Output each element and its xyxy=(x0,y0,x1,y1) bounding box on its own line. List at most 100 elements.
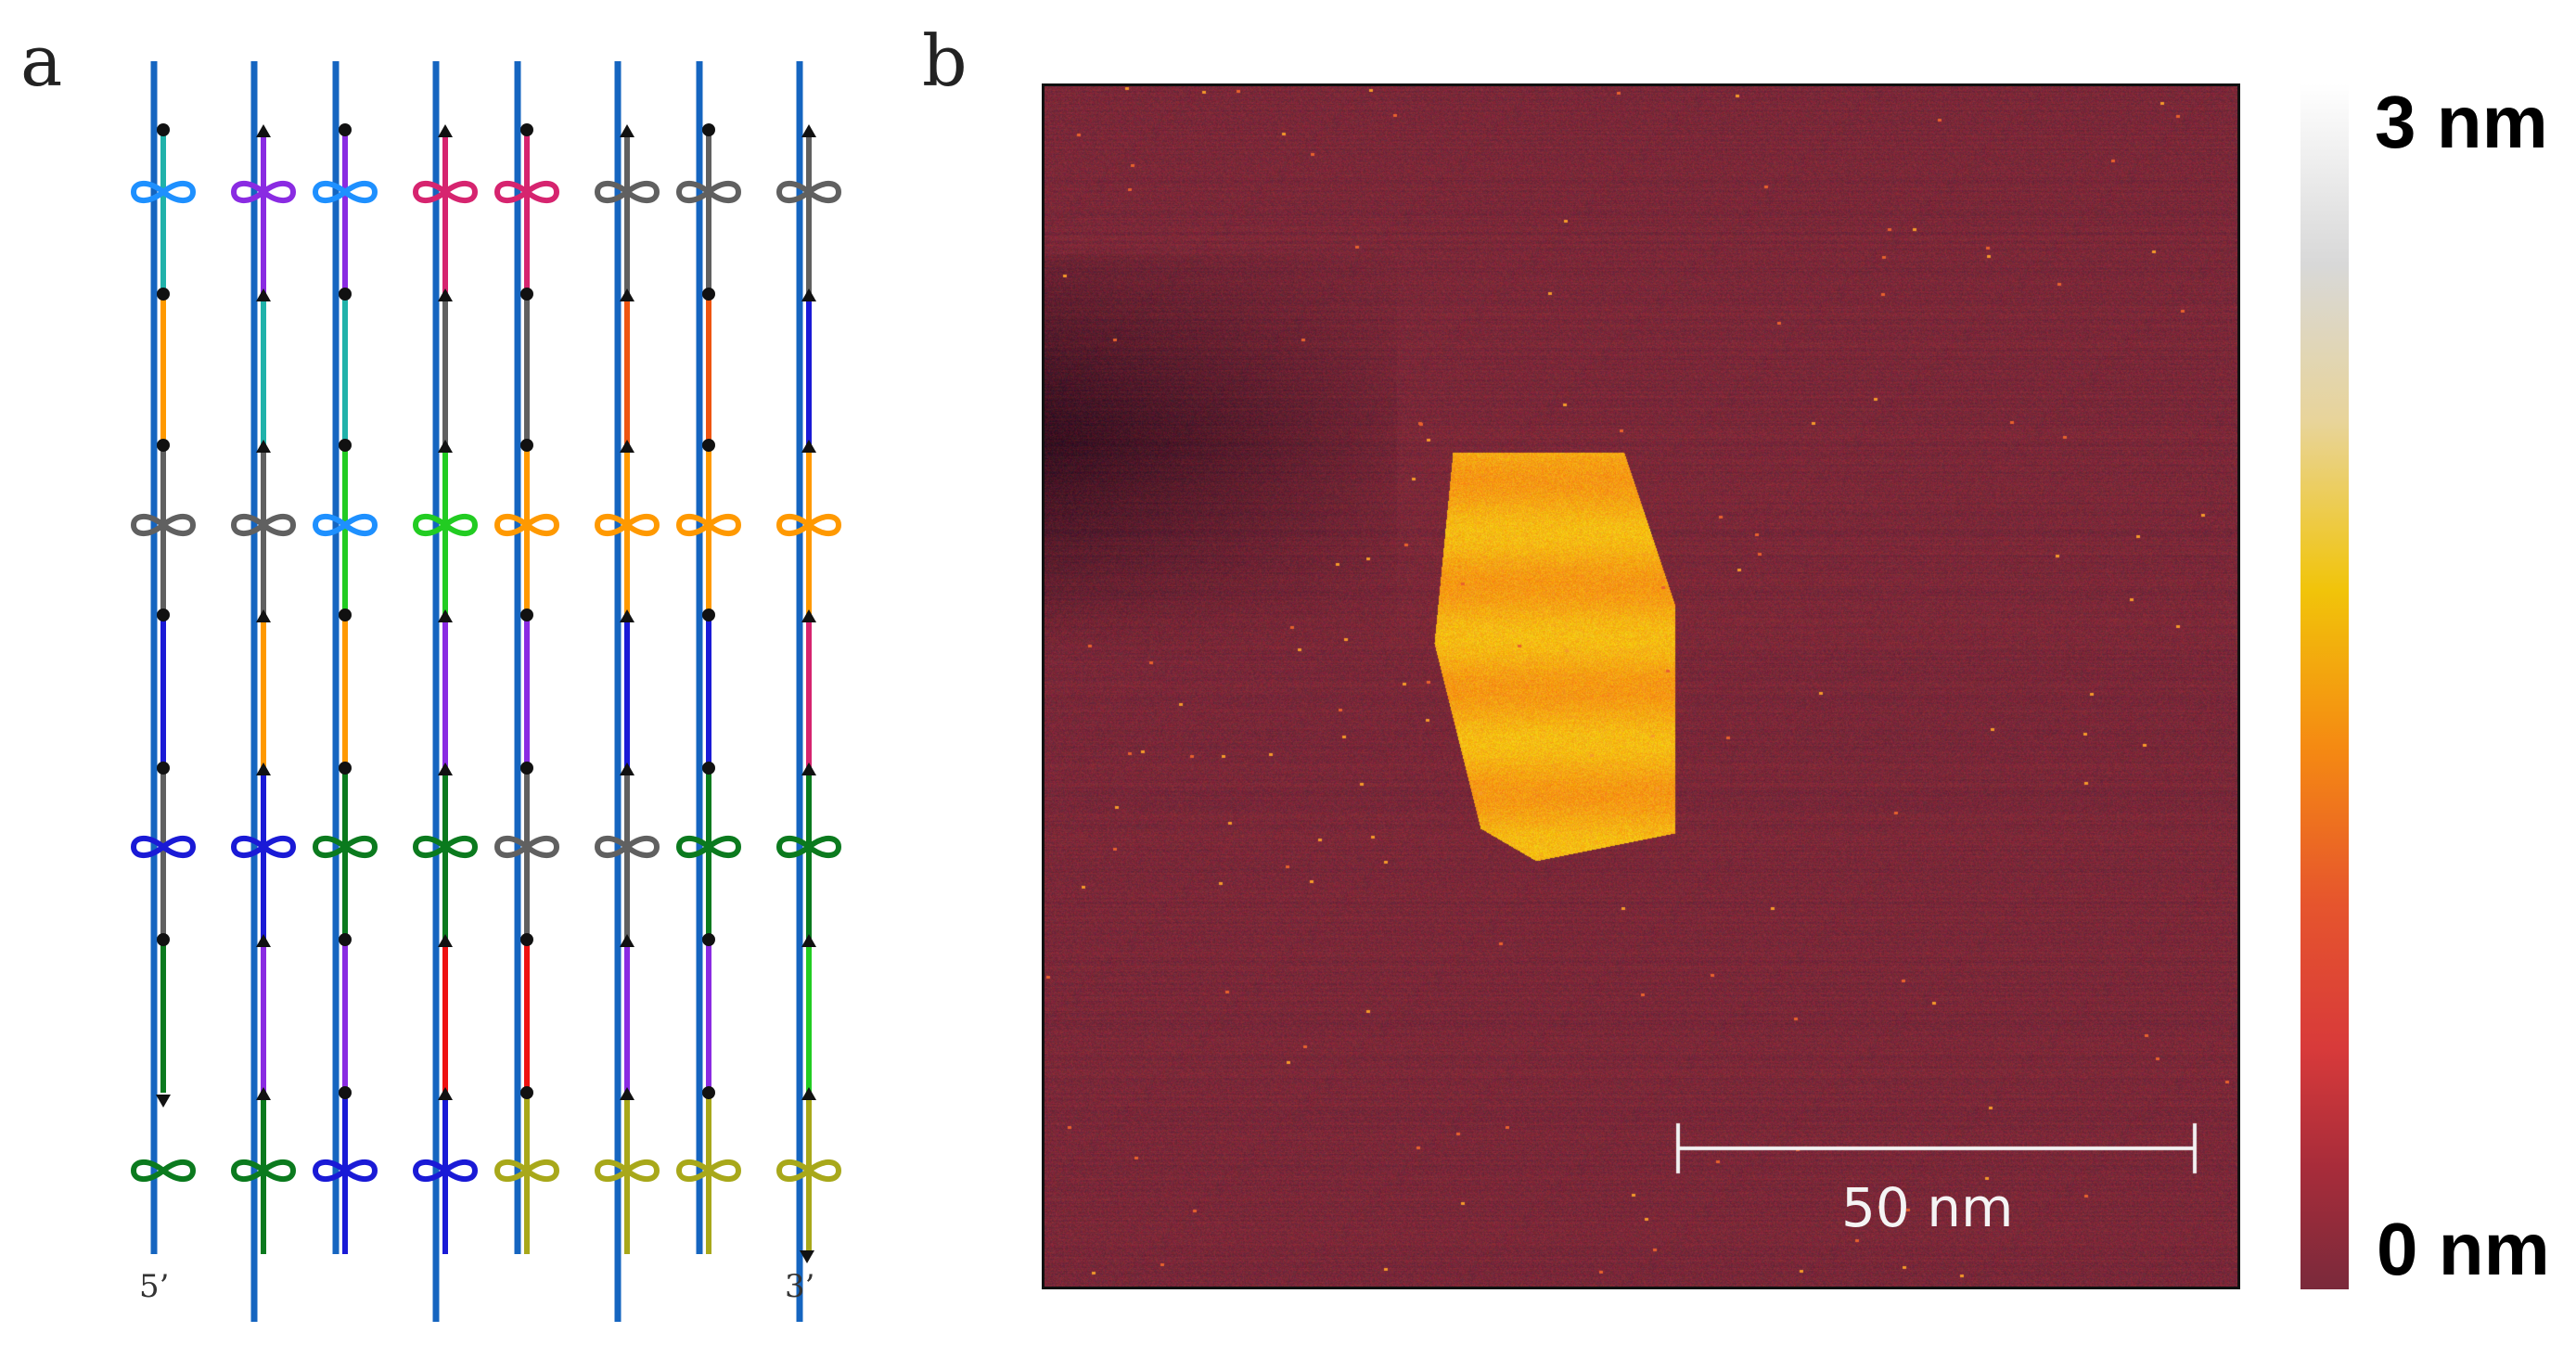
crossover-loop xyxy=(493,1159,560,1182)
staple-arrowhead xyxy=(801,440,816,453)
staple-5prime-dot xyxy=(702,608,715,621)
staple-5prime-dot xyxy=(157,933,170,946)
crossover-loop xyxy=(675,181,742,203)
staple-arrowhead xyxy=(438,1087,453,1100)
crossover-loop xyxy=(412,181,479,203)
crossover-loop xyxy=(312,1159,378,1182)
staple-arrowhead xyxy=(256,934,271,947)
staple-5prime-dot xyxy=(520,1086,533,1099)
strand-end-arrow xyxy=(800,1250,814,1263)
crossover-loop xyxy=(412,836,479,858)
crossover-loop xyxy=(493,181,560,203)
staple-arrowhead xyxy=(438,762,453,775)
staple-arrowhead xyxy=(438,288,453,301)
crossover-loop xyxy=(675,1159,742,1182)
staple-5prime-dot xyxy=(339,762,352,775)
staple-5prime-dot xyxy=(157,762,170,775)
five-prime-end-label: 5’ xyxy=(139,1268,169,1305)
colorbar-max-label: 3 nm xyxy=(2375,81,2548,163)
staple-arrowhead xyxy=(620,124,634,137)
crossover-loop xyxy=(493,836,560,858)
crossover-loop xyxy=(675,836,742,858)
staple-5prime-dot xyxy=(520,762,533,775)
crossover-loop xyxy=(493,514,560,536)
staple-5prime-dot xyxy=(339,1086,352,1099)
staple-arrowhead xyxy=(256,609,271,622)
crossover-loop xyxy=(130,836,197,858)
strand-end-arrow xyxy=(156,1095,171,1108)
staple-5prime-dot xyxy=(157,288,170,301)
staple-arrowhead xyxy=(620,609,634,622)
crossover-loop xyxy=(230,1159,297,1182)
staple-arrowhead xyxy=(620,762,634,775)
staple-5prime-dot xyxy=(702,288,715,301)
staple-5prime-dot xyxy=(520,288,533,301)
crossover-loop xyxy=(675,514,742,536)
staple-5prime-dot xyxy=(339,439,352,452)
staple-arrowhead xyxy=(438,609,453,622)
scale-bar-label: 50 nm xyxy=(1841,1176,2014,1239)
crossover-loop xyxy=(412,514,479,536)
staple-5prime-dot xyxy=(520,439,533,452)
staple-5prime-dot xyxy=(520,123,533,136)
staple-arrowhead xyxy=(620,934,634,947)
height-colorbar xyxy=(2300,83,2349,1289)
crossover-loop xyxy=(130,514,197,536)
crossover-loop xyxy=(230,514,297,536)
staple-arrowhead xyxy=(438,934,453,947)
crossover-loop xyxy=(594,1159,660,1182)
three-prime-end-label: 3’ xyxy=(785,1268,814,1305)
afm-height-image xyxy=(1044,86,2237,1287)
staple-arrowhead xyxy=(256,1087,271,1100)
staple-5prime-dot xyxy=(339,933,352,946)
crossover-loop xyxy=(312,514,378,536)
staple-5prime-dot xyxy=(520,608,533,621)
crossover-loop xyxy=(775,1159,842,1182)
crossover-loop xyxy=(230,836,297,858)
staple-5prime-dot xyxy=(702,1086,715,1099)
staple-5prime-dot xyxy=(702,123,715,136)
staple-arrowhead xyxy=(620,288,634,301)
afm-image-frame xyxy=(1042,83,2240,1289)
crossover-loop xyxy=(594,181,660,203)
staple-5prime-dot xyxy=(339,123,352,136)
panel-b-label: b xyxy=(922,19,968,102)
staple-5prime-dot xyxy=(339,608,352,621)
staple-arrowhead xyxy=(801,609,816,622)
staple-arrowhead xyxy=(256,288,271,301)
crossover-loop xyxy=(594,836,660,858)
staple-5prime-dot xyxy=(702,933,715,946)
staple-5prime-dot xyxy=(157,608,170,621)
staple-arrowhead xyxy=(801,1087,816,1100)
staple-arrowhead xyxy=(438,440,453,453)
staple-5prime-dot xyxy=(702,762,715,775)
crossover-loop xyxy=(775,181,842,203)
crossover-loop xyxy=(775,514,842,536)
crossover-loop xyxy=(594,514,660,536)
crossover-loop xyxy=(130,181,197,203)
staple-arrowhead xyxy=(801,288,816,301)
crossover-loop xyxy=(230,181,297,203)
staple-5prime-dot xyxy=(339,288,352,301)
staple-arrowhead xyxy=(256,762,271,775)
staple-arrowhead xyxy=(620,440,634,453)
colorbar-min-label: 0 nm xyxy=(2377,1208,2550,1290)
staple-5prime-dot xyxy=(157,439,170,452)
staple-arrowhead xyxy=(801,934,816,947)
dna-origami-strand-diagram: 5’ 3’ xyxy=(130,61,842,1322)
staple-arrowhead xyxy=(620,1087,634,1100)
panel-a-label: a xyxy=(20,19,63,102)
staple-arrowhead xyxy=(438,124,453,137)
staple-5prime-dot xyxy=(157,123,170,136)
staple-arrowhead xyxy=(256,124,271,137)
crossover-loop xyxy=(130,1159,197,1182)
staple-arrowhead xyxy=(256,440,271,453)
crossover-loop xyxy=(412,1159,479,1182)
staple-5prime-dot xyxy=(702,439,715,452)
staple-arrowhead xyxy=(801,762,816,775)
staple-5prime-dot xyxy=(520,933,533,946)
staple-arrowhead xyxy=(801,124,816,137)
crossover-loop xyxy=(312,181,378,203)
crossover-loop xyxy=(775,836,842,858)
crossover-loop xyxy=(312,836,378,858)
